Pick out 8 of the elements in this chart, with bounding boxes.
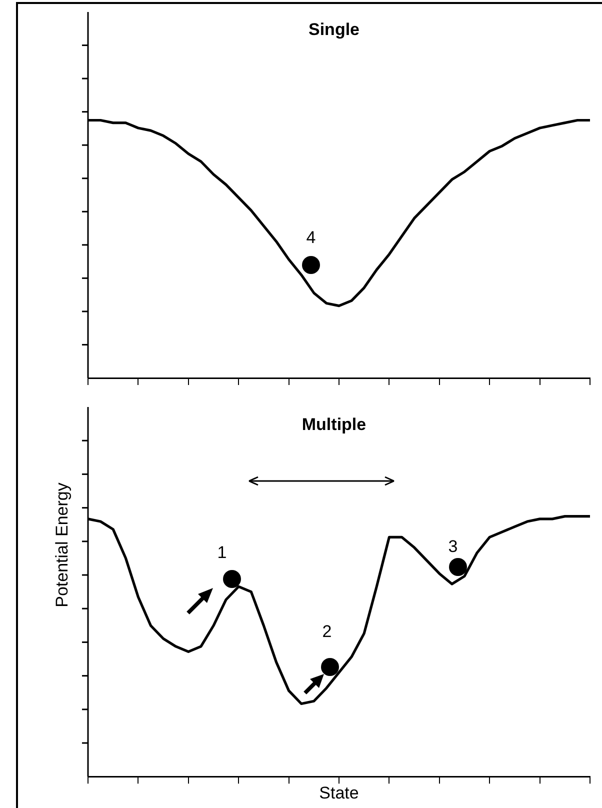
annotation: 1	[217, 543, 227, 563]
annotation: 4	[306, 228, 316, 248]
y-axis-title: Potential Energy	[52, 482, 72, 608]
chart-title: Single	[308, 20, 360, 40]
annotation: 2	[322, 622, 332, 642]
annotation: 3	[448, 537, 458, 557]
chart-title: Multiple	[302, 415, 366, 434]
x-axis-title: State	[319, 783, 359, 802]
